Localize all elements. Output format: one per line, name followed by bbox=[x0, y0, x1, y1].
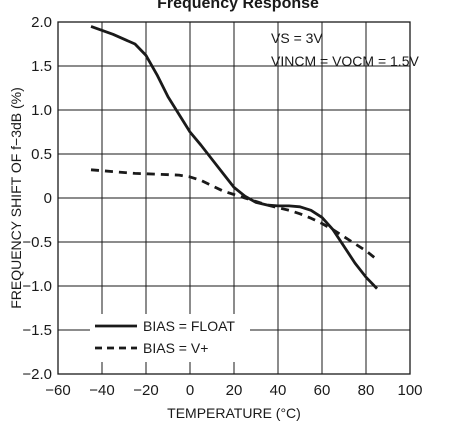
series-line-bias-vplus bbox=[90, 168, 378, 261]
y-tick-label: 1.5 bbox=[31, 58, 52, 75]
y-tick-label: 2.0 bbox=[31, 14, 52, 31]
x-tick-label: −60 bbox=[45, 382, 70, 399]
y-tick-label: −2.0 bbox=[22, 366, 52, 383]
x-tick-label: −40 bbox=[89, 382, 114, 399]
legend-label-float: BIAS = FLOAT bbox=[143, 318, 235, 334]
series-lines bbox=[90, 25, 379, 290]
vincm-annotation: VINCM = VOCM = 1.5V bbox=[271, 53, 419, 69]
vs-annotation: VS = 3V bbox=[271, 30, 323, 46]
x-tick-label: 80 bbox=[358, 382, 375, 399]
x-tick-label: 100 bbox=[397, 382, 422, 399]
y-tick-labels: 2.0 1.5 1.0 0.5 0 −0.5 −1.0 −1.5 −2.0 bbox=[22, 14, 52, 383]
legend: BIAS = FLOAT BIAS = V+ bbox=[90, 314, 250, 362]
x-tick-label: −20 bbox=[133, 382, 158, 399]
x-tick-label: 0 bbox=[186, 382, 194, 399]
y-tick-label: −1.0 bbox=[22, 278, 52, 295]
y-tick-label: 0 bbox=[44, 190, 52, 207]
legend-label-vplus: BIAS = V+ bbox=[143, 340, 208, 356]
x-tick-label: 60 bbox=[314, 382, 331, 399]
x-tick-labels: −60 −40 −20 0 20 40 60 80 100 bbox=[45, 382, 422, 399]
legend-background bbox=[90, 314, 250, 362]
y-tick-label: 1.0 bbox=[31, 102, 52, 119]
y-axis-label: FREQUENCY SHIFT OF f−3dB (%) bbox=[8, 87, 24, 309]
plot-frame bbox=[57, 21, 411, 375]
x-tick-label: 20 bbox=[226, 382, 243, 399]
y-tick-label: −0.5 bbox=[22, 234, 52, 251]
y-tick-label: −1.5 bbox=[22, 322, 52, 339]
y-tick-label: 0.5 bbox=[31, 146, 52, 163]
x-tick-label: 40 bbox=[270, 382, 287, 399]
x-axis-label: TEMPERATURE (°C) bbox=[167, 405, 301, 421]
chart-title: Frequency Response bbox=[157, 0, 319, 12]
